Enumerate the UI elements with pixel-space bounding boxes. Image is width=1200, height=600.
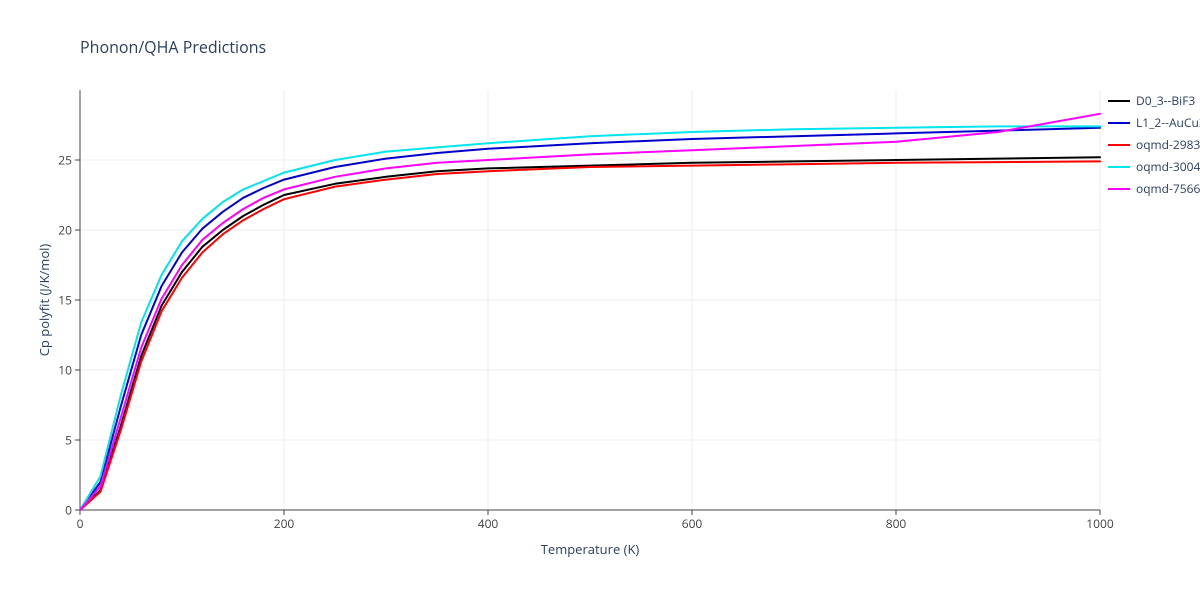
- y-tick-label: 0: [32, 502, 72, 519]
- plot-svg: [80, 90, 1100, 510]
- y-tick-label: 10: [32, 362, 72, 379]
- series-line: [80, 161, 1100, 510]
- series-line: [80, 114, 1100, 510]
- legend-item[interactable]: L1_2--AuCu3: [1108, 114, 1200, 131]
- y-tick-label: 5: [32, 432, 72, 449]
- plot-area[interactable]: Temperature (K) Cp polyfit (J/K/mol) 020…: [80, 90, 1100, 510]
- legend-swatch: [1108, 122, 1130, 124]
- x-tick-label: 200: [274, 515, 295, 532]
- x-tick-label: 400: [478, 515, 499, 532]
- legend-swatch: [1108, 188, 1130, 190]
- y-tick-label: 15: [32, 292, 72, 309]
- legend-label: L1_2--AuCu3: [1136, 114, 1200, 131]
- x-tick-label: 800: [886, 515, 907, 532]
- y-tick-label: 25: [32, 152, 72, 169]
- legend-label: oqmd-756651: [1136, 180, 1200, 197]
- x-tick-label: 1000: [1086, 515, 1113, 532]
- x-tick-label: 0: [77, 515, 84, 532]
- legend-swatch: [1108, 144, 1130, 146]
- legend[interactable]: D0_3--BiF3 L1_2--AuCu3 oqmd-29835 oqmd-3004…: [1108, 92, 1200, 202]
- x-axis-label: Temperature (K): [80, 540, 1100, 558]
- series-line: [80, 128, 1100, 510]
- legend-label: oqmd-29835: [1136, 136, 1200, 153]
- series-line: [80, 126, 1100, 510]
- series-line: [80, 157, 1100, 510]
- y-tick-label: 20: [32, 222, 72, 239]
- legend-label: oqmd-300421: [1136, 158, 1200, 175]
- legend-item[interactable]: oqmd-300421: [1108, 158, 1200, 175]
- chart-title: Phonon/QHA Predictions: [80, 36, 266, 58]
- legend-item[interactable]: oqmd-29835: [1108, 136, 1200, 153]
- legend-label: D0_3--BiF3: [1136, 92, 1195, 109]
- x-tick-label: 600: [682, 515, 703, 532]
- legend-swatch: [1108, 100, 1130, 102]
- legend-item[interactable]: D0_3--BiF3: [1108, 92, 1200, 109]
- legend-swatch: [1108, 166, 1130, 168]
- legend-item[interactable]: oqmd-756651: [1108, 180, 1200, 197]
